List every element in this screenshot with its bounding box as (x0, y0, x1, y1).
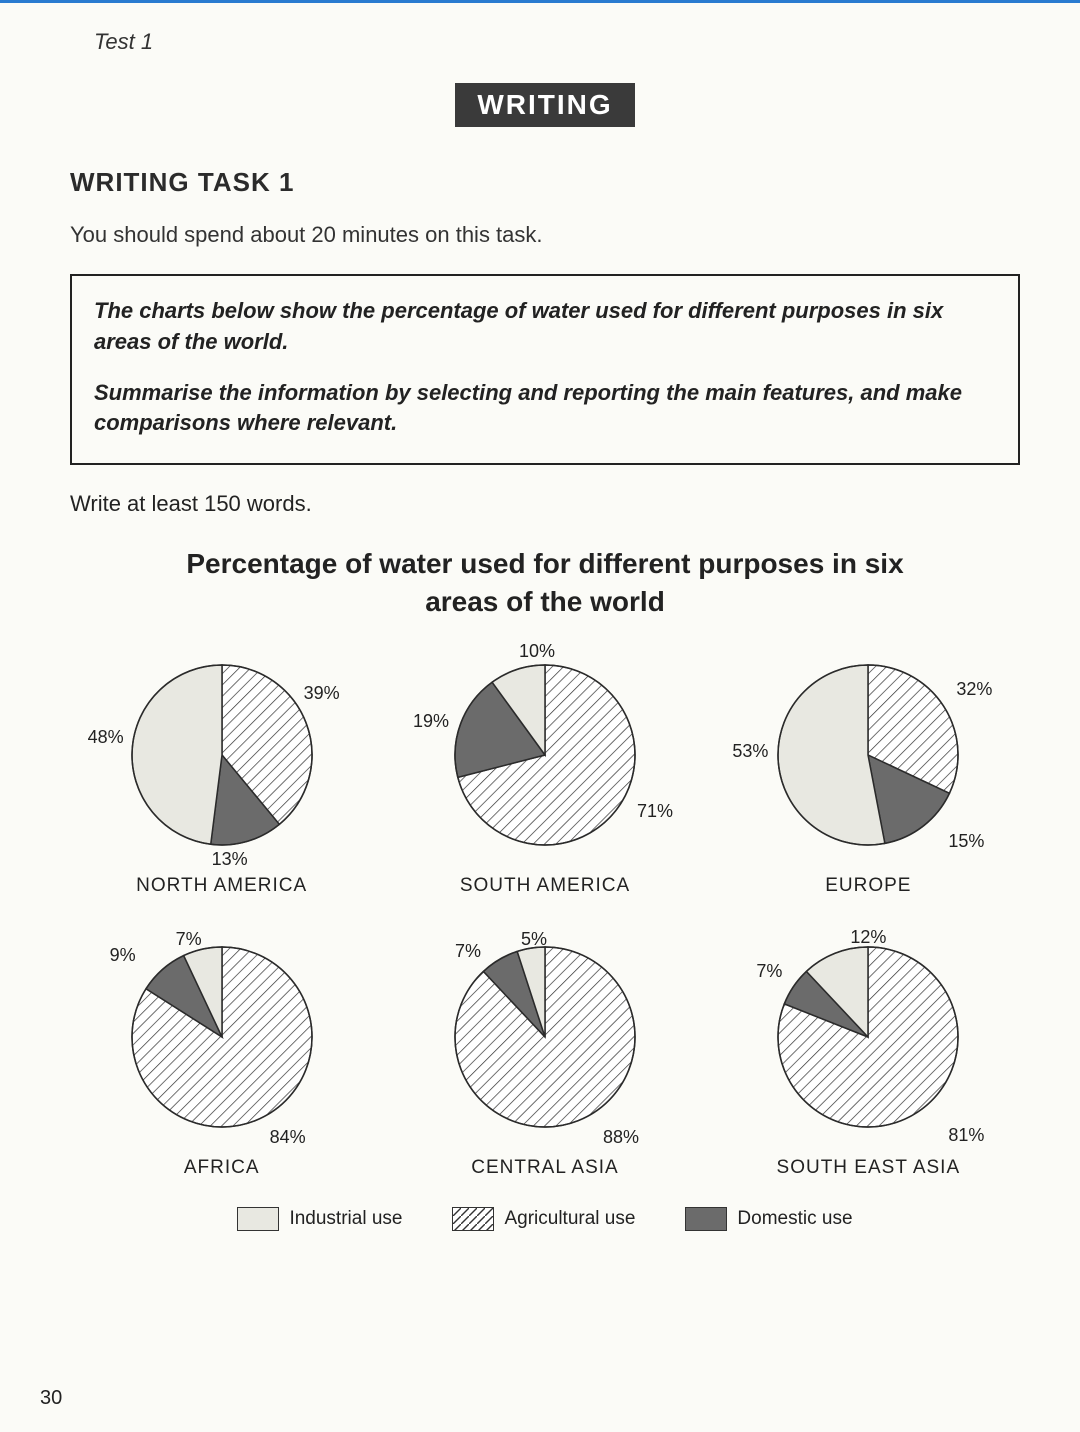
pie-chart: 39%13%48% (92, 645, 352, 865)
pie-value-label: 19% (413, 711, 449, 732)
legend-agricultural: Agricultural use (452, 1207, 635, 1231)
region-name: CENTRAL ASIA (471, 1157, 619, 1179)
pie-value-label: 9% (110, 945, 136, 966)
prompt-line-2: Summarise the information by selecting a… (94, 378, 996, 440)
legend-label-industrial: Industrial use (289, 1208, 402, 1230)
page-number: 30 (40, 1387, 62, 1410)
chart-cell: 71%19%10% SOUTH AMERICA (395, 645, 695, 897)
chart-cell: 39%13%48% NORTH AMERICA (72, 645, 372, 897)
chart-cell: 81% 7% 12% SOUTH EAST ASIA (718, 927, 1018, 1179)
region-name: SOUTH AMERICA (460, 875, 630, 897)
pie-chart: 84% 9% 7% (92, 927, 352, 1147)
section-banner: WRITING (455, 83, 634, 127)
task-heading: WRITING TASK 1 (70, 167, 1020, 198)
pie-value-label: 7% (455, 941, 481, 962)
time-instruction: You should spend about 20 minutes on thi… (70, 222, 1020, 248)
pie-value-label: 71% (637, 801, 673, 822)
pie-chart: 71%19%10% (415, 645, 675, 865)
pie-chart: 88% 7% 5% (415, 927, 675, 1147)
pie-value-label: 10% (519, 641, 555, 662)
banner-wrap: WRITING (70, 83, 1020, 167)
pie-value-label: 53% (732, 741, 768, 762)
pie-value-label: 7% (176, 929, 202, 950)
swatch-industrial (237, 1207, 279, 1231)
legend-domestic: Domestic use (685, 1207, 852, 1231)
chart-cell: 32% 15% 53% EUROPE (718, 645, 1018, 897)
pie-svg (92, 645, 352, 865)
pie-value-label: 13% (212, 849, 248, 870)
pie-value-label: 39% (304, 683, 340, 704)
region-name: SOUTH EAST ASIA (777, 1157, 961, 1179)
pie-value-label: 5% (521, 929, 547, 950)
pie-value-label: 81% (948, 1125, 984, 1146)
pie-slice-industrial (132, 665, 222, 844)
pie-svg (738, 927, 998, 1147)
pie-value-label: 15% (948, 831, 984, 852)
legend-label-agricultural: Agricultural use (504, 1208, 635, 1230)
charts-grid: 39%13%48% NORTH AMERICA 71%19%10% SOUTH … (70, 645, 1020, 1179)
pie-value-label: 84% (270, 1127, 306, 1148)
prompt-line-1: The charts below show the percentage of … (94, 296, 996, 358)
chart-cell: 88% 7% 5% CENTRAL ASIA (395, 927, 695, 1179)
chart-cell: 84% 9% 7% AFRICA (72, 927, 372, 1179)
pie-chart: 32%15%53% (738, 645, 998, 865)
prompt-box: The charts below show the percentage of … (70, 274, 1020, 465)
pie-value-label: 32% (956, 679, 992, 700)
swatch-agricultural (452, 1207, 494, 1231)
test-label: Test 1 (94, 29, 1020, 55)
page: Test 1 WRITING WRITING TASK 1 You should… (0, 0, 1080, 1432)
pie-svg (415, 927, 675, 1147)
pie-chart: 81% 7% 12% (738, 927, 998, 1147)
pie-value-label: 88% (603, 1127, 639, 1148)
charts-title: Percentage of water used for different p… (185, 545, 905, 621)
region-name: EUROPE (825, 875, 911, 897)
legend-industrial: Industrial use (237, 1207, 402, 1231)
pie-svg (415, 645, 675, 865)
region-name: NORTH AMERICA (136, 875, 307, 897)
pie-value-label: 7% (756, 961, 782, 982)
word-limit: Write at least 150 words. (70, 491, 1020, 517)
pie-value-label: 48% (88, 727, 124, 748)
region-name: AFRICA (184, 1157, 260, 1179)
pie-value-label: 12% (850, 927, 886, 948)
legend: Industrial use Agricultural use Domestic… (70, 1207, 1020, 1231)
legend-label-domestic: Domestic use (737, 1208, 852, 1230)
swatch-domestic (685, 1207, 727, 1231)
